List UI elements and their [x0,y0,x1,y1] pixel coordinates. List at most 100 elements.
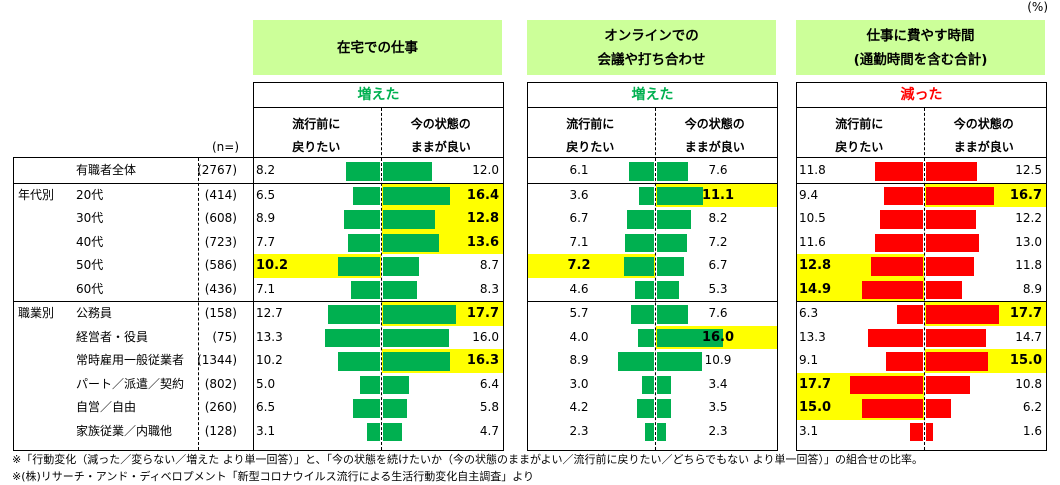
value-label-left: 6.3 [799,306,819,320]
value-label-right: 7.2 [708,234,728,249]
left-column-header: 流行前に 戻りたい [528,108,653,164]
bar-right [926,399,952,418]
sample-size: (128) [204,423,237,438]
bar-right [657,280,679,299]
bar-left [644,422,654,441]
panel-title-line: 仕事に費やす時間 [866,27,975,44]
value-label-right: 16.3 [466,353,499,368]
bar-left [636,399,654,418]
bar-right [383,257,419,276]
category-row: 職業別 公務員 (158) [14,302,253,325]
value-label-left: 6.5 [256,187,276,202]
value-label-left: 7.2 [567,258,591,273]
group-separator [253,301,504,302]
footnote-2: ※(株)リサーチ・アンド・ディベロプメント「新型コロナウイルス流行による生活行動… [12,470,535,483]
bar-right [383,352,450,371]
bar-right [926,305,999,324]
value-label-left: 8.2 [256,163,276,177]
center-axis-line [655,158,656,450]
value-label-right: 4.7 [479,423,499,438]
sample-size: (802) [204,376,237,391]
value-label-right: 12.8 [466,211,499,226]
panel-header-1: 増えた 流行前に 戻りたい 今の状態の ままが良い [527,82,778,160]
bar-right [657,186,703,205]
header-divider [655,108,656,160]
center-axis-line [924,158,925,450]
bar-right [657,305,689,324]
value-label-left: 5.0 [256,376,276,391]
bar-right [383,399,407,418]
left-column-header: 流行前に 戻りたい [254,108,379,164]
sample-size: (260) [204,400,237,414]
category-label: 40代 [76,234,104,249]
bar-left [884,186,923,205]
value-label-right: 5.8 [479,400,499,414]
value-label-right: 5.3 [708,281,728,296]
left-column-header: 流行前に 戻りたい [797,108,922,164]
value-label-left: 7.7 [256,234,276,249]
bar-right [926,210,977,229]
value-label-right: 15.0 [1009,353,1042,368]
change-label: 減った [797,83,1046,108]
bar-left [325,328,380,347]
right-column-header: 今の状態の ままが良い [379,108,504,164]
category-label: 常時雇用一般従業者 [76,353,185,367]
category-row: 有職者全体 (2767) [14,159,253,182]
bar-left [861,280,923,299]
value-label-right: 2.3 [708,423,728,438]
center-axis-line [381,158,382,450]
value-label-right: 13.6 [466,234,499,250]
sample-size: (2767) [197,163,237,177]
header-line: 流行前に [292,117,341,131]
value-label-left: 8.9 [569,353,589,367]
bar-right [657,328,723,347]
panel-title-line: 会議や打ち合わせ [597,51,706,68]
bar-left [624,233,654,252]
panel-body-0 [253,157,504,451]
category-table: 有職者全体 (2767) 年代別 20代 (414) 30代 (608) 40代 (723) 50… [13,157,254,451]
bar-right [926,422,933,441]
bar-right [926,328,987,347]
value-label-right: 12.0 [472,163,499,177]
value-label-left: 11.6 [799,234,826,249]
bar-left [879,210,923,229]
bar-left [624,257,654,276]
category-label: 自営／自由 [76,400,137,414]
value-label-right: 16.0 [701,329,735,345]
value-label-left: 7.1 [569,234,589,249]
bar-left [897,305,923,324]
header-line: 今の状態の [684,117,745,131]
value-label-left: 6.5 [256,400,276,414]
bar-left [861,399,923,418]
sample-size: (436) [204,281,237,296]
header-line: 今の状態の [953,117,1014,131]
category-label: パート／派遣／契約 [76,376,185,391]
panel-body-1 [527,157,778,451]
bar-right [926,233,980,252]
category-row: 年代別 20代 (414) [14,184,253,207]
label-divider [198,158,199,450]
panel-title-line: (通勤時間を含む合計) [853,51,988,68]
panel-header-2: 減った 流行前に 戻りたい 今の状態の ままが良い [796,82,1047,160]
bar-left [910,422,923,441]
bar-left [870,257,923,276]
bar-left [338,257,380,276]
change-label: 増えた [254,83,503,108]
value-label-right: 10.9 [704,353,732,367]
value-label-right: 16.7 [1009,187,1042,203]
value-label-left: 7.1 [256,281,276,296]
bar-left [885,352,923,371]
right-column-header: 今の状態の ままが良い [922,108,1047,164]
value-label-right: 17.7 [466,306,499,321]
panel-title-2: 仕事に費やす時間 (通勤時間を含む合計) [796,20,1045,75]
bar-right [926,280,963,299]
right-column-header: 今の状態の ままが良い [653,108,778,164]
value-label-right: 12.2 [1015,211,1042,225]
value-label-left: 4.0 [569,329,589,344]
bar-right [383,210,436,229]
bar-right [657,352,702,371]
group-separator [14,182,253,184]
header-line: 戻りたい [292,140,341,154]
bar-right [926,186,995,205]
bar-right [657,399,672,418]
